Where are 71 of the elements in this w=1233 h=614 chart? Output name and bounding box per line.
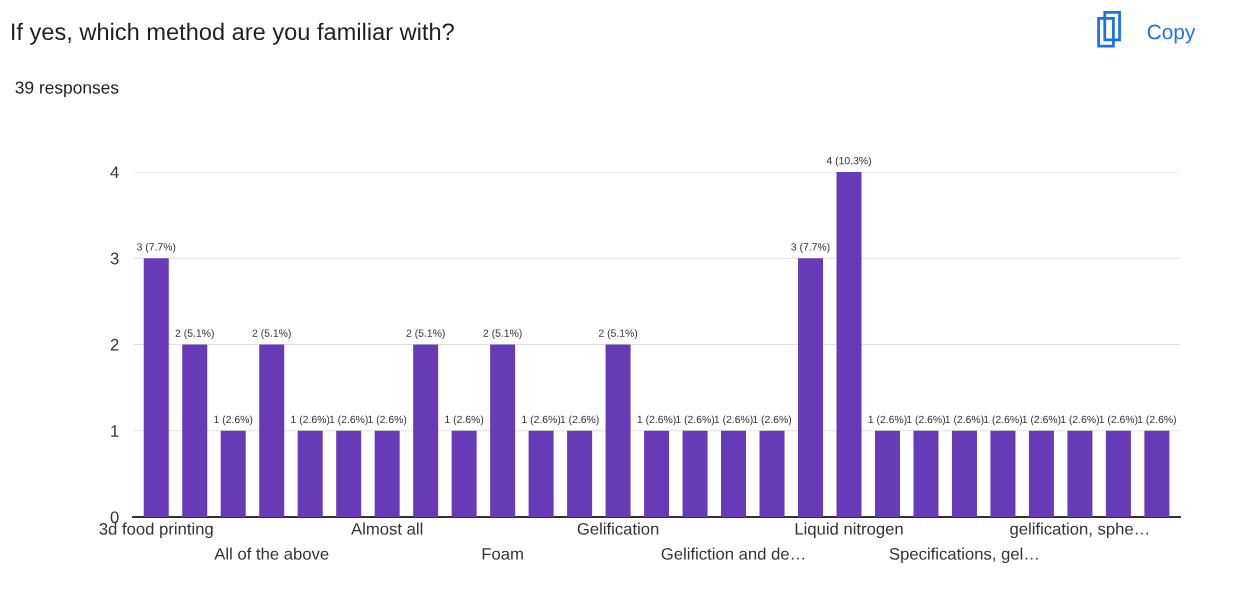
- data-label: 2 (5.1%): [598, 329, 638, 339]
- data-label: 1 (2.6%): [1061, 415, 1099, 426]
- bar: [798, 258, 824, 517]
- bar: [1028, 430, 1054, 517]
- bar: [336, 430, 362, 517]
- data-label: 1 (2.6%): [445, 415, 484, 426]
- data-label: 1 (2.6%): [1099, 415, 1138, 426]
- data-label: 2 (5.1%): [483, 329, 522, 339]
- bar: [874, 430, 900, 517]
- bar: [913, 430, 939, 517]
- bar: [1067, 430, 1093, 517]
- data-label: 1 (2.6%): [291, 415, 330, 426]
- x-tick-label: 3d food printing: [99, 522, 213, 539]
- y-tick-label: 0: [110, 511, 119, 524]
- x-tick-label: Gelifiction and de…: [661, 547, 805, 560]
- data-label: 3 (7.7%): [791, 242, 830, 253]
- text: Copy: [1147, 24, 1196, 44]
- data-label: 1 (2.6%): [945, 415, 984, 426]
- x-tick-label: Specifications, gel…: [889, 547, 1038, 564]
- bar: [259, 344, 285, 517]
- data-label: 1 (2.6%): [984, 415, 1022, 426]
- data-label: 2 (5.1%): [406, 329, 445, 339]
- data-label: 1 (2.6%): [560, 415, 599, 426]
- data-label: 1 (2.6%): [522, 415, 561, 426]
- chart-subtitle: 39 responses: [15, 81, 119, 98]
- bar: [605, 344, 631, 517]
- bar: [220, 430, 246, 517]
- bar: [1105, 430, 1131, 517]
- data-label: 1 (2.6%): [329, 415, 368, 426]
- bar: [951, 430, 977, 517]
- x-tick-label: Gelification: [577, 522, 659, 535]
- data-label: 1 (2.6%): [1138, 415, 1176, 426]
- data-label: 1 (2.6%): [753, 415, 792, 426]
- x-tick-label: Almost all: [351, 522, 423, 535]
- x-tick-label: Foam: [482, 548, 523, 560]
- y-tick-label: 1: [111, 425, 119, 437]
- chart-title: If yes, which method are you familiar with?: [12, 22, 454, 45]
- bar: [836, 171, 862, 517]
- y-tick-label: 3: [110, 252, 119, 265]
- bar: [374, 430, 400, 517]
- bar: [451, 430, 477, 517]
- bar: [1144, 430, 1170, 517]
- data-label: 1 (2.6%): [637, 415, 676, 426]
- bar: [759, 430, 785, 517]
- data-label: 1 (2.6%): [1022, 415, 1061, 426]
- data-label: 1 (2.6%): [368, 415, 407, 426]
- data-label: 2 (5.1%): [175, 329, 214, 339]
- bar: [990, 430, 1016, 517]
- bar: [182, 344, 208, 517]
- data-label: 1 (2.6%): [907, 415, 946, 426]
- bar: [413, 344, 439, 517]
- data-label: 1 (2.6%): [214, 415, 253, 426]
- bar: [644, 430, 670, 517]
- x-tick-label: All of the above: [214, 547, 329, 560]
- data-label: 3 (7.7%): [136, 242, 176, 253]
- y-tick-label: 4: [110, 166, 119, 178]
- y-tick-label: 2: [110, 338, 119, 351]
- bar: [721, 430, 747, 517]
- bar: [143, 258, 169, 517]
- bar: [567, 430, 593, 517]
- data-label: 4 (10.3%): [826, 156, 871, 167]
- bar: [490, 344, 516, 517]
- data-label: 2 (5.1%): [252, 329, 291, 339]
- bar: [682, 430, 708, 517]
- data-label: 1 (2.6%): [676, 415, 715, 426]
- data-label: 1 (2.6%): [868, 415, 907, 426]
- x-tick-label: gelification, sphe…: [1010, 522, 1149, 539]
- bar: [528, 430, 554, 517]
- x-tick-label: Liquid nitrogen: [795, 522, 903, 539]
- bar: [297, 430, 323, 517]
- data-label: 1 (2.6%): [714, 415, 753, 426]
